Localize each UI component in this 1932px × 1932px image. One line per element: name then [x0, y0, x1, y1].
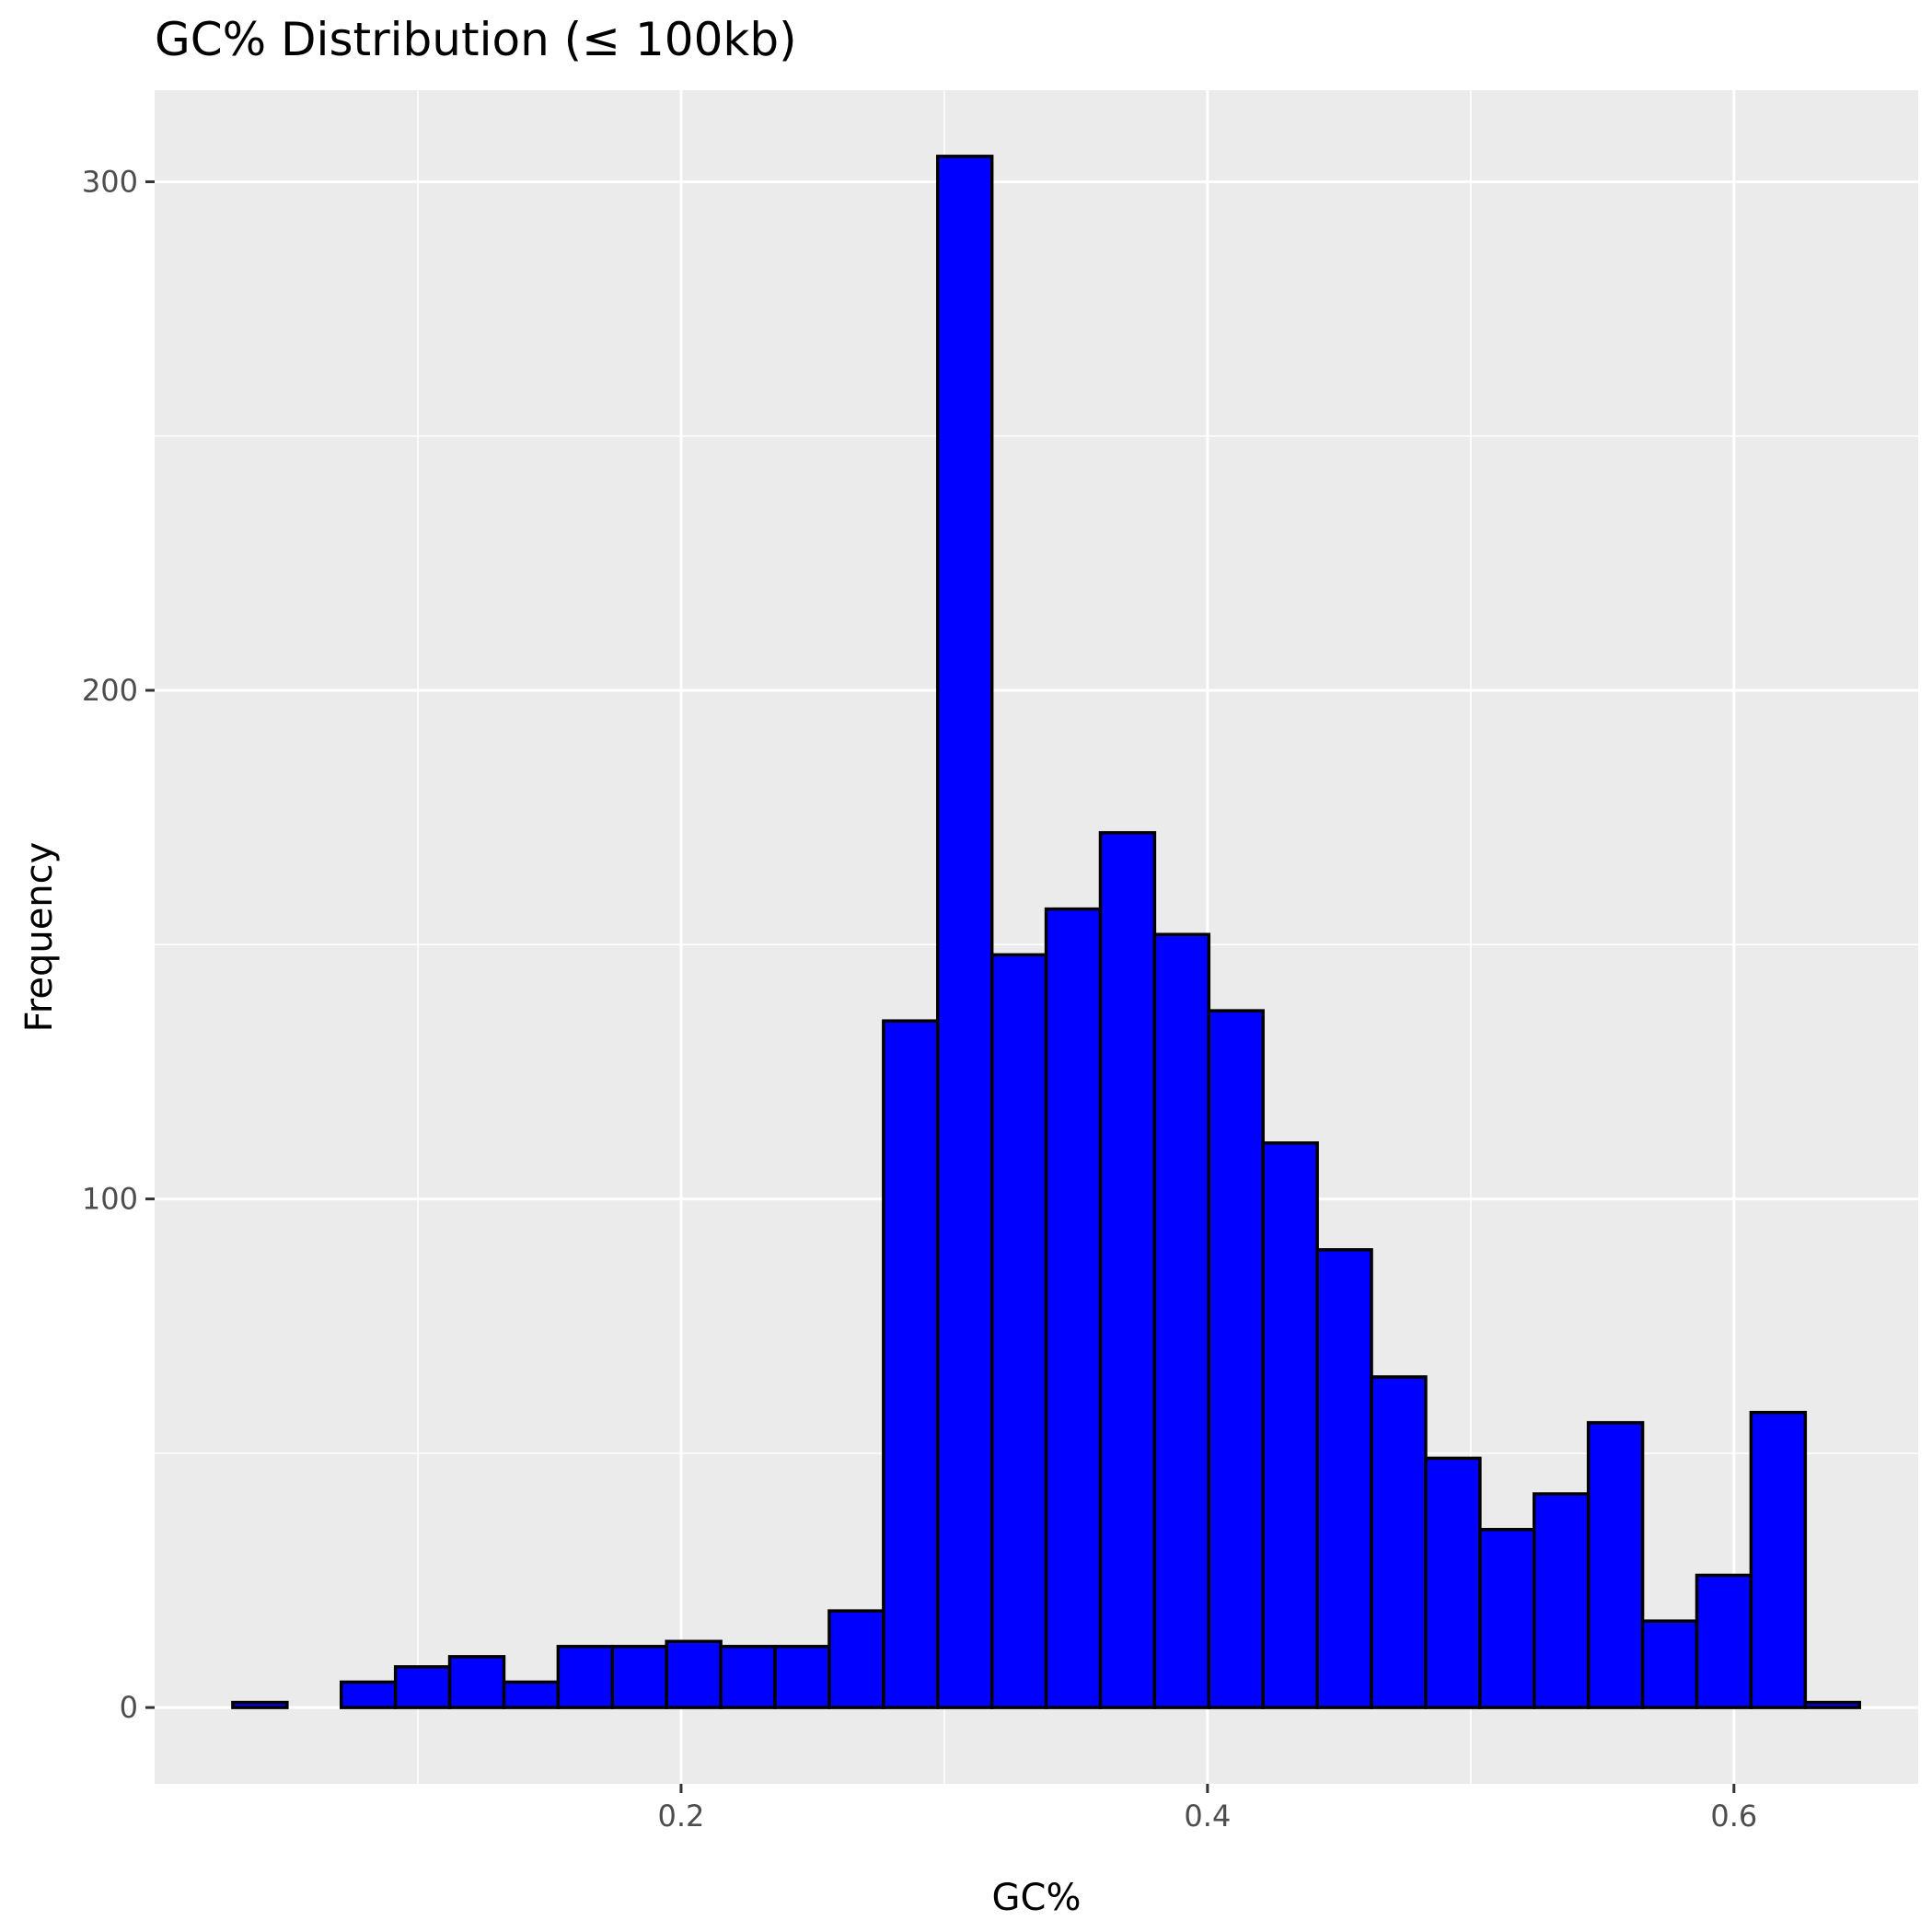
y-tick-label: 0 [120, 1690, 138, 1725]
histogram-bar [721, 1647, 775, 1707]
histogram-bar [396, 1667, 450, 1707]
x-axis-title: GC% [992, 1877, 1082, 1919]
histogram-bar [503, 1682, 558, 1707]
y-axis-title: Frequency [18, 842, 61, 1033]
y-tick-label: 100 [82, 1182, 138, 1217]
chart-title: GC% Distribution (≤ 100kb) [155, 13, 797, 66]
histogram-bar [1100, 833, 1154, 1707]
histogram-bar [1426, 1458, 1480, 1707]
histogram-bar [666, 1641, 721, 1707]
histogram-bar [450, 1657, 504, 1707]
histogram-bar [1805, 1703, 1859, 1708]
x-axis: 0.2 0.4 0.6 [657, 1784, 1757, 1834]
x-tick-label: 0.2 [657, 1799, 704, 1834]
histogram-bar [992, 954, 1047, 1707]
histogram-bar [1751, 1413, 1805, 1707]
histogram-bar [558, 1647, 612, 1707]
histogram-bar [1263, 1143, 1317, 1707]
histogram-bar [938, 156, 992, 1707]
x-tick-label: 0.4 [1184, 1799, 1231, 1834]
histogram-bar [775, 1647, 829, 1707]
histogram-bar [341, 1682, 396, 1707]
histogram-bar [612, 1647, 666, 1707]
histogram-bar [884, 1021, 938, 1707]
histogram-bar [1047, 909, 1101, 1708]
y-tick-label: 300 [82, 164, 138, 199]
histogram-bar [233, 1703, 287, 1708]
histogram-bar [1534, 1494, 1589, 1707]
histogram-bar [829, 1611, 884, 1707]
histogram-bar [1696, 1575, 1751, 1707]
histogram-bar [1589, 1423, 1643, 1707]
histogram-bar [1154, 934, 1209, 1707]
histogram-bar [1480, 1530, 1534, 1707]
histogram-bar [1317, 1250, 1371, 1707]
histogram-bar [1643, 1621, 1697, 1707]
histogram-bar [1371, 1377, 1426, 1707]
y-tick-label: 200 [82, 673, 138, 708]
y-axis: 0 100 200 300 [82, 164, 155, 1725]
x-tick-label: 0.6 [1710, 1799, 1757, 1834]
histogram-bar [1209, 1011, 1263, 1707]
